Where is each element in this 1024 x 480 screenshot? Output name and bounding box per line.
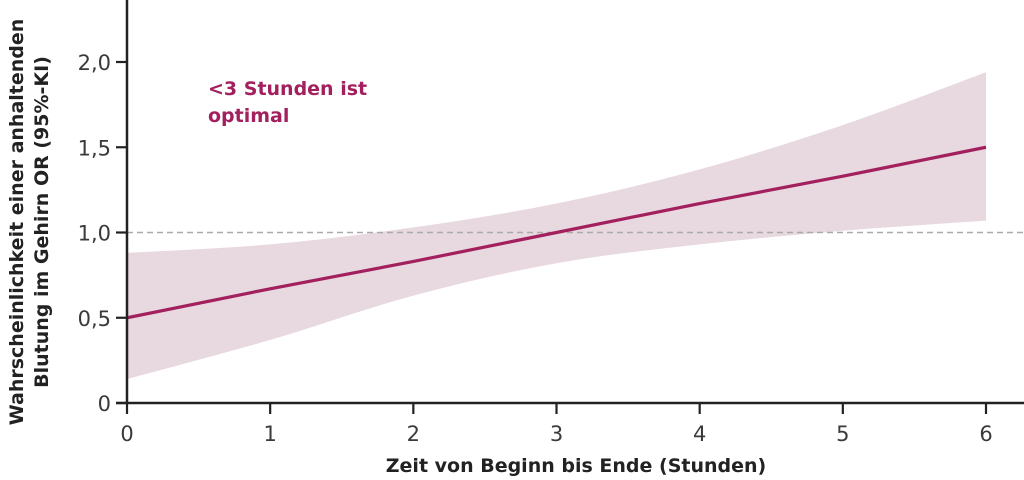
y-tick-label: 0,5 [78, 307, 111, 331]
y-axis-title-line2: Blutung im Gehirn OR (95%-KI) [31, 56, 53, 388]
x-tick-label: 5 [836, 422, 849, 446]
or-line [126, 145, 987, 320]
y-tick-label: 1,0 [78, 222, 111, 246]
x-tick-label: 6 [979, 422, 992, 446]
y-tick-label: 2,0 [78, 51, 111, 75]
annotation-line2: optimal [208, 105, 289, 127]
x-tick-label: 0 [120, 422, 133, 446]
y-tick-label: 0 [98, 392, 111, 416]
series-line [126, 145, 987, 320]
y-ticks: 0 0,5 1,0 1,5 2,0 [78, 51, 127, 416]
confidence-band [127, 72, 986, 380]
annotation-line1: <3 Stunden ist [208, 78, 367, 100]
x-tick-label: 1 [263, 422, 276, 446]
y-tick-label: 1,5 [78, 136, 111, 160]
x-tick-label: 4 [693, 422, 706, 446]
confidence-band-area [127, 72, 986, 380]
y-axis-title-line1: Wahrscheinlichkeit einer anhaltenden [6, 19, 28, 426]
x-ticks: 0 1 2 3 4 5 6 [120, 403, 993, 446]
x-tick-label: 3 [550, 422, 563, 446]
x-axis-title: Zeit von Beginn bis Ende (Stunden) [386, 455, 766, 477]
x-tick-label: 2 [407, 422, 420, 446]
